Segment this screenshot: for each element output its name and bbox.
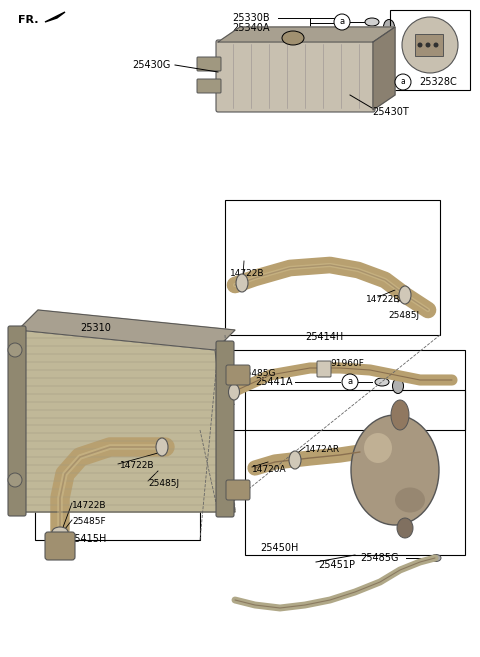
Text: 25485G: 25485G [360,553,398,563]
Ellipse shape [282,31,304,45]
Circle shape [433,43,439,47]
Bar [35,430,200,540]
Circle shape [8,473,22,487]
Ellipse shape [236,274,248,292]
Text: 25451P: 25451P [318,560,355,570]
Text: 25485F: 25485F [72,518,106,526]
Text: 91960F: 91960F [330,359,364,367]
Ellipse shape [397,518,413,538]
Ellipse shape [399,286,411,304]
Ellipse shape [384,20,395,35]
Polygon shape [218,27,395,42]
Bar [415,34,443,56]
Text: 14722B: 14722B [120,461,155,470]
FancyBboxPatch shape [45,532,75,560]
Text: 25340A: 25340A [232,23,269,33]
Text: 25485J: 25485J [388,311,419,319]
Ellipse shape [351,415,439,525]
Bar [390,10,470,90]
Ellipse shape [289,451,301,469]
Bar [220,350,465,430]
Circle shape [418,43,422,47]
Text: 25450H: 25450H [260,543,299,553]
Bar [225,200,440,335]
Text: 14720A: 14720A [252,466,287,474]
Text: 25330B: 25330B [232,13,270,23]
FancyBboxPatch shape [226,480,250,500]
Text: 14722B: 14722B [230,269,264,277]
Text: 25328C: 25328C [419,77,457,87]
Text: 1472AR: 1472AR [305,445,340,455]
Circle shape [402,17,458,73]
Circle shape [342,374,358,390]
Circle shape [425,43,431,47]
Text: 14722B: 14722B [366,296,400,304]
Ellipse shape [228,384,240,400]
FancyBboxPatch shape [197,79,221,93]
Ellipse shape [431,555,441,562]
Ellipse shape [52,527,68,537]
Circle shape [334,14,350,30]
Text: 25430T: 25430T [372,107,409,117]
FancyBboxPatch shape [197,57,221,71]
Text: 25430G: 25430G [132,60,170,70]
FancyBboxPatch shape [226,365,250,385]
Circle shape [8,343,22,357]
FancyBboxPatch shape [216,40,375,112]
Text: 25485J: 25485J [148,480,179,489]
FancyBboxPatch shape [317,361,331,377]
Text: 14722B: 14722B [72,501,107,509]
FancyBboxPatch shape [216,341,234,517]
Text: 25415H: 25415H [68,534,107,544]
Text: a: a [348,378,353,386]
Ellipse shape [365,18,379,26]
Text: 25310: 25310 [80,323,111,333]
Polygon shape [18,330,235,512]
Ellipse shape [391,400,409,430]
Text: 25485G: 25485G [240,369,276,378]
Polygon shape [45,12,65,22]
Ellipse shape [375,378,389,386]
Polygon shape [373,27,395,110]
Text: 25441A: 25441A [255,377,292,387]
Text: FR.: FR. [18,15,38,25]
Ellipse shape [393,378,404,394]
Text: a: a [339,18,345,26]
Ellipse shape [395,487,425,512]
Text: a: a [401,78,406,87]
FancyBboxPatch shape [8,326,26,516]
Polygon shape [18,310,235,350]
Circle shape [395,74,411,90]
Ellipse shape [156,438,168,456]
Text: 25414H: 25414H [305,332,343,342]
Ellipse shape [364,433,392,463]
Bar [245,390,465,555]
